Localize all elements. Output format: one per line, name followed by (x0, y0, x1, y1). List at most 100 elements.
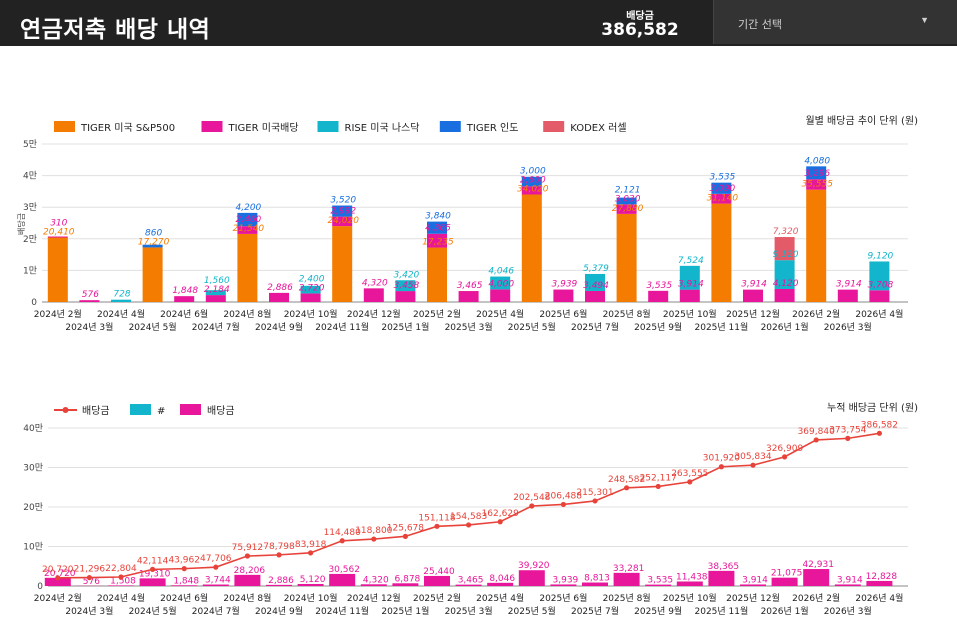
monthly-label: 1,508 (110, 576, 136, 586)
monthly-bar (518, 570, 545, 586)
cumulative-point (86, 574, 92, 581)
x-tick-label: 2025년 6월 (539, 592, 587, 604)
legend-swatch (54, 121, 75, 132)
legend-label: KODEX 러셀 (570, 122, 626, 134)
bar-segment (648, 290, 669, 302)
cumulative-label: 154,583 (450, 512, 487, 522)
x-tick-label: 2024년 7월 (192, 321, 240, 333)
cumulative-point (497, 519, 503, 525)
monthly-bar (234, 574, 261, 586)
cumulative-label: 386,582 (861, 420, 898, 430)
monthly-bar (202, 584, 229, 586)
monthly-bar (360, 584, 387, 586)
monthly-label: 1,848 (173, 576, 199, 586)
monthly-bar (803, 569, 830, 586)
monthly-bar (582, 582, 608, 586)
y-tick-label: 1만 (23, 265, 37, 276)
bar-segment (174, 296, 195, 302)
cumulative-point (434, 523, 440, 529)
y-tick-label: 2만 (23, 234, 37, 245)
bar-segment (521, 186, 542, 195)
legend-label: RISE 미국 나스닥 (345, 122, 420, 134)
cumulative-label: 162,629 (482, 509, 519, 519)
x-tick-label: 2024년 5월 (129, 605, 177, 617)
data-label: 7,524 (678, 256, 704, 266)
cumulative-point (876, 430, 883, 436)
data-label: 4,320 (362, 278, 388, 288)
monthly-label: 12,828 (866, 572, 898, 582)
monthly-label: 25,440 (423, 567, 455, 577)
data-label: 310 (50, 219, 67, 229)
x-tick-label: 2024년 10월 (284, 308, 338, 320)
bar-segment (332, 216, 353, 227)
legend-swatch (543, 121, 565, 132)
monthly-bar (487, 582, 514, 586)
data-label: 3,914 (678, 280, 704, 290)
bar-segment (363, 288, 384, 302)
data-label: 3,520 (330, 196, 356, 206)
cumulative-point (592, 498, 598, 504)
monthly-bar (139, 578, 166, 586)
monthly-label: 33,281 (613, 564, 645, 574)
bar-segment (585, 273, 605, 291)
x-tick-label: 2024년 3월 (65, 605, 113, 617)
x-tick-label: 2025년 6월 (539, 308, 587, 320)
monthly-label: 3,939 (553, 575, 579, 585)
monthly-bar (455, 584, 482, 586)
monthly-label: 3,465 (458, 576, 484, 586)
cumulative-label: 369,840 (798, 427, 835, 437)
monthly-bar (771, 577, 798, 586)
bar-segment (585, 290, 605, 302)
cumulative-label: 151,118 (418, 513, 455, 523)
monthly-bar (740, 584, 766, 586)
bar-segment (142, 247, 163, 302)
cumulative-point (624, 485, 630, 491)
monthly-label: 3,914 (837, 575, 863, 585)
y-tick-label: 30만 (23, 463, 43, 474)
monthly-label: 576 (83, 577, 100, 587)
cumulative-label: 114,480 (324, 528, 361, 538)
cumulative-point (750, 462, 756, 468)
data-label: 7,320 (773, 227, 799, 237)
x-tick-label: 2026년 4월 (855, 592, 903, 604)
data-label: 2,600 (520, 175, 546, 185)
data-label: 24,020 (327, 216, 359, 226)
legend-label: # (157, 406, 165, 417)
cumulative-label: 20,720 (42, 565, 74, 575)
x-tick-label: 2025년 4월 (476, 592, 524, 604)
bar-segment (205, 290, 226, 296)
x-tick-label: 2024년 8월 (223, 592, 271, 604)
cumulative-label: 373,754 (829, 425, 866, 435)
bar-segment (237, 226, 258, 234)
x-tick-label: 2024년 3월 (65, 321, 113, 333)
period-select[interactable]: 기간 선택 ▼ (713, 0, 957, 44)
cumulative-label: 248,582 (608, 475, 645, 485)
monthly-bar (550, 584, 577, 586)
legend-label: TIGER 미국 S&P500 (80, 122, 175, 134)
y-tick-label: 40만 (23, 423, 43, 434)
x-tick-label: 2025년 8월 (603, 592, 651, 604)
x-tick-label: 2025년 7월 (571, 321, 619, 333)
monthly-bar (676, 581, 703, 586)
monthly-bar (424, 575, 450, 586)
bar-segment (395, 280, 416, 292)
data-label: 1,560 (204, 276, 230, 286)
cumulative-point (276, 552, 282, 558)
cumulative-point (718, 464, 725, 470)
legend-label: 배당금 (82, 405, 110, 417)
bar-segment (300, 285, 321, 294)
cumulative-point (308, 550, 314, 556)
legend-swatch (317, 121, 339, 132)
x-tick-label: 2026년 2월 (792, 308, 840, 320)
x-tick-label: 2024년 6월 (160, 308, 208, 320)
data-label: 3,535 (646, 281, 672, 291)
cumulative-label: 78,798 (263, 542, 295, 552)
charts-canvas: TIGER 미국 S&P500 TIGER 미국배당 RISE 미국 나스닥 TIGE… (16, 114, 918, 617)
bar-segment (806, 179, 827, 190)
cumulative-label: 326,909 (766, 444, 803, 454)
data-label: 34,020 (517, 184, 549, 194)
cumulative-label: 263,555 (671, 469, 708, 479)
period-select-label: 기간 선택 (738, 18, 782, 31)
monthly-label: 3,914 (742, 575, 768, 585)
y-tick-label: 5만 (23, 139, 37, 150)
